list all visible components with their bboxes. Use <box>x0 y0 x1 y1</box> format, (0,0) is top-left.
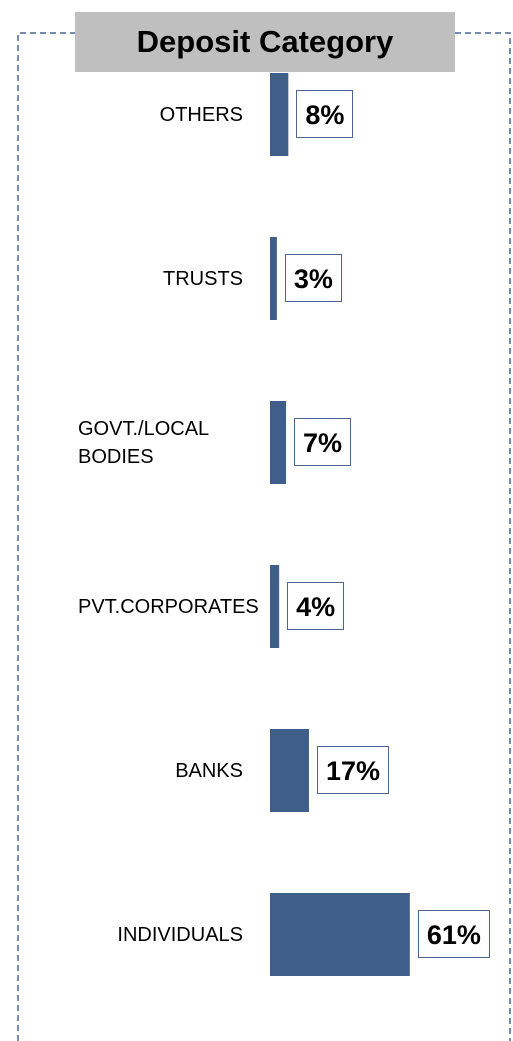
value-label: 17% <box>316 746 390 794</box>
bar <box>270 893 410 976</box>
category-label: INDIVIDUALS <box>117 923 243 946</box>
category-label: BANKS <box>175 759 243 782</box>
category-label: PVT.CORPORATES <box>78 595 259 618</box>
bar <box>270 73 289 156</box>
value-label: 7% <box>294 418 352 466</box>
bar <box>270 401 287 484</box>
value-label: 61% <box>417 910 490 958</box>
value-label: 4% <box>287 582 345 630</box>
bar <box>270 729 309 812</box>
category-label: TRUSTS <box>163 267 243 290</box>
category-label: GOVT./LOCAL BODIES <box>78 417 209 468</box>
bar <box>270 237 277 320</box>
bar <box>270 565 280 648</box>
frame-left <box>17 32 75 1041</box>
frame <box>17 32 511 1041</box>
category-label: OTHERS <box>159 103 243 126</box>
chart-title: Deposit Category <box>75 12 455 72</box>
value-label: 3% <box>284 254 342 302</box>
value-label: 8% <box>296 90 354 138</box>
frame-right <box>455 32 511 1041</box>
